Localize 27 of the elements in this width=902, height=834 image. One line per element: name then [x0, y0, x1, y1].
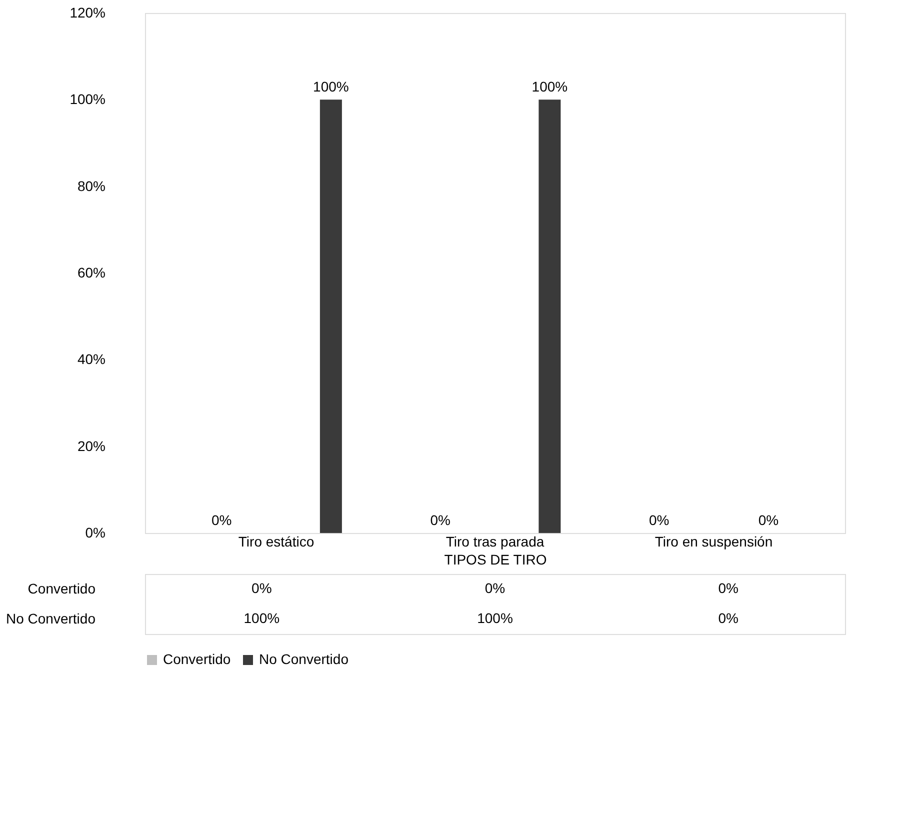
y-tick-label: 60% [77, 264, 106, 280]
data-label: 0% [252, 580, 272, 596]
text: 0% [758, 512, 779, 528]
y-tick-label: 0% [85, 524, 106, 540]
legend-label: Convertido [163, 651, 231, 667]
text: No Convertido [6, 610, 96, 626]
text: 0% [430, 512, 450, 528]
y-tick-label: 80% [77, 178, 106, 194]
x-tick-label: Tiro en suspensión [654, 534, 773, 550]
y-tick-label: 100% [70, 91, 106, 108]
legend-label: No Convertido [259, 651, 349, 667]
text: 100% [532, 78, 568, 95]
x-tick-label: Tiro tras parada [446, 534, 544, 550]
text: Convertido [28, 580, 96, 596]
data-label: 100% [244, 610, 280, 626]
data-label: 0% [718, 580, 738, 596]
data-label: 100% [477, 610, 513, 626]
y-tick-label: 20% [77, 438, 106, 454]
y-tick-label: 120% [70, 4, 106, 20]
text: 0% [211, 512, 232, 528]
data-label: 0% [718, 610, 738, 626]
data-label: 0% [484, 580, 506, 596]
text: 0% [648, 512, 670, 528]
x-tick-label: Tiro estático [238, 534, 314, 550]
x-axis-title: TIPOS DE TIRO [444, 552, 547, 568]
y-tick-label: 40% [77, 351, 106, 368]
text: 100% [313, 78, 349, 95]
